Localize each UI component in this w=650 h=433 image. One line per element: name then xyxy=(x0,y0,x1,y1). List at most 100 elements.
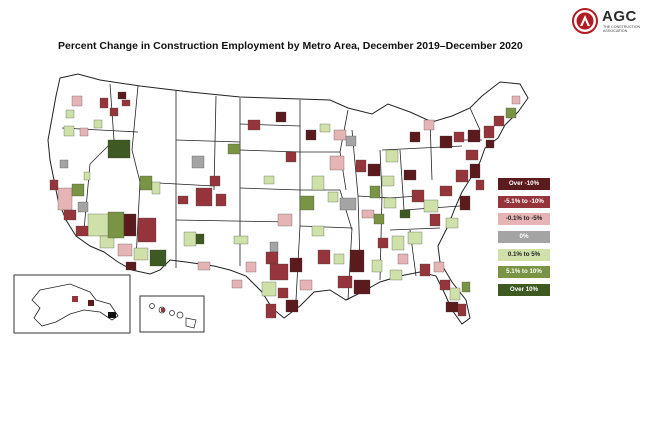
metro-area xyxy=(247,119,261,131)
metro-area xyxy=(377,237,389,249)
metro-area xyxy=(245,261,257,273)
metro-area xyxy=(49,179,59,191)
metro-area xyxy=(121,99,131,107)
metro-area xyxy=(265,303,277,319)
legend-item: 5.1% to 10% xyxy=(498,266,550,279)
metro-area xyxy=(373,213,385,225)
metro-area xyxy=(439,279,451,291)
metro-area xyxy=(333,253,345,265)
metro-area xyxy=(381,175,395,187)
metro-area xyxy=(459,195,471,211)
metro-area xyxy=(151,181,161,195)
metro-area xyxy=(72,296,78,302)
agc-logo: AGC THE CONSTRUCTION ASSOCIATION xyxy=(572,8,644,38)
metro-area xyxy=(337,275,353,289)
metro-area xyxy=(457,303,467,317)
metro-area xyxy=(133,247,149,261)
metro-area xyxy=(423,199,439,213)
metro-area xyxy=(469,163,481,179)
metro-area xyxy=(289,257,303,273)
metro-area xyxy=(445,217,459,229)
metro-area xyxy=(389,269,403,281)
metro-area xyxy=(285,151,297,163)
metro-area xyxy=(183,231,197,247)
metro-area xyxy=(453,131,465,143)
metro-area xyxy=(409,131,421,143)
legend-item: -0.1% to -5% xyxy=(498,213,550,226)
metro-area xyxy=(149,249,167,267)
metro-area xyxy=(345,135,357,147)
metro-area xyxy=(227,143,241,155)
metro-area xyxy=(285,299,299,313)
legend-item: 0.1% to 5% xyxy=(498,248,550,261)
metro-area xyxy=(177,195,189,205)
metro-area xyxy=(125,261,137,271)
metro-area xyxy=(195,187,213,207)
metro-area xyxy=(77,201,89,213)
metro-area xyxy=(269,263,289,281)
metro-area xyxy=(367,163,381,177)
map-legend: Over -10% -5.1% to -10% -0.1% to -5% 0% 0.1%… xyxy=(498,178,550,302)
metro-area xyxy=(269,241,279,253)
metro-area xyxy=(93,119,103,129)
metro-area xyxy=(311,175,325,191)
metro-area xyxy=(107,211,125,239)
metro-area xyxy=(139,175,153,191)
metro-area xyxy=(117,91,127,100)
metro-area xyxy=(439,185,453,197)
metro-area xyxy=(353,279,371,295)
metro-area xyxy=(455,169,469,183)
metro-area xyxy=(123,213,137,237)
metro-area xyxy=(305,129,317,141)
metro-area xyxy=(403,169,417,181)
metro-area xyxy=(505,107,517,119)
metro-area xyxy=(107,139,131,159)
metro-area xyxy=(511,95,521,105)
metro-area xyxy=(317,249,331,265)
metro-area xyxy=(79,127,89,137)
metro-area xyxy=(117,243,133,257)
metro-area xyxy=(399,209,411,219)
metro-area xyxy=(439,135,453,149)
metro-area xyxy=(411,189,425,203)
metro-area xyxy=(407,231,423,245)
metro-area xyxy=(83,171,91,181)
metro-area xyxy=(233,235,249,245)
metro-area xyxy=(59,159,69,169)
metro-area xyxy=(161,308,165,312)
metro-area xyxy=(88,300,94,306)
metro-area xyxy=(57,187,73,211)
metro-area xyxy=(63,209,77,221)
agc-tagline: THE CONSTRUCTION ASSOCIATION xyxy=(603,25,641,34)
metro-area xyxy=(329,155,345,171)
metro-area xyxy=(63,125,75,137)
metro-area xyxy=(369,185,381,199)
metro-area xyxy=(361,209,375,219)
metro-area xyxy=(71,95,83,107)
metro-area xyxy=(419,263,431,277)
agc-wordmark: AGC xyxy=(602,8,637,25)
metro-area xyxy=(275,111,287,123)
metro-area xyxy=(445,301,459,313)
metro-area xyxy=(209,175,221,187)
metro-area xyxy=(339,197,357,211)
metro-area xyxy=(299,279,313,291)
metro-area xyxy=(261,281,277,297)
metro-area xyxy=(465,149,479,161)
metro-area xyxy=(277,287,289,299)
metro-area xyxy=(493,115,505,127)
metro-area xyxy=(429,213,441,227)
alaska-outline xyxy=(31,283,119,327)
metro-area xyxy=(475,179,485,191)
metro-area xyxy=(299,195,315,211)
legend-item: 0% xyxy=(498,231,550,244)
metro-area xyxy=(65,109,75,119)
metro-area xyxy=(433,261,445,273)
metro-area xyxy=(87,213,111,237)
metro-area xyxy=(397,253,409,265)
hawaii-islands xyxy=(149,303,197,329)
metro-area xyxy=(461,281,471,293)
metro-area xyxy=(385,149,399,163)
agc-seal-icon xyxy=(572,8,598,34)
